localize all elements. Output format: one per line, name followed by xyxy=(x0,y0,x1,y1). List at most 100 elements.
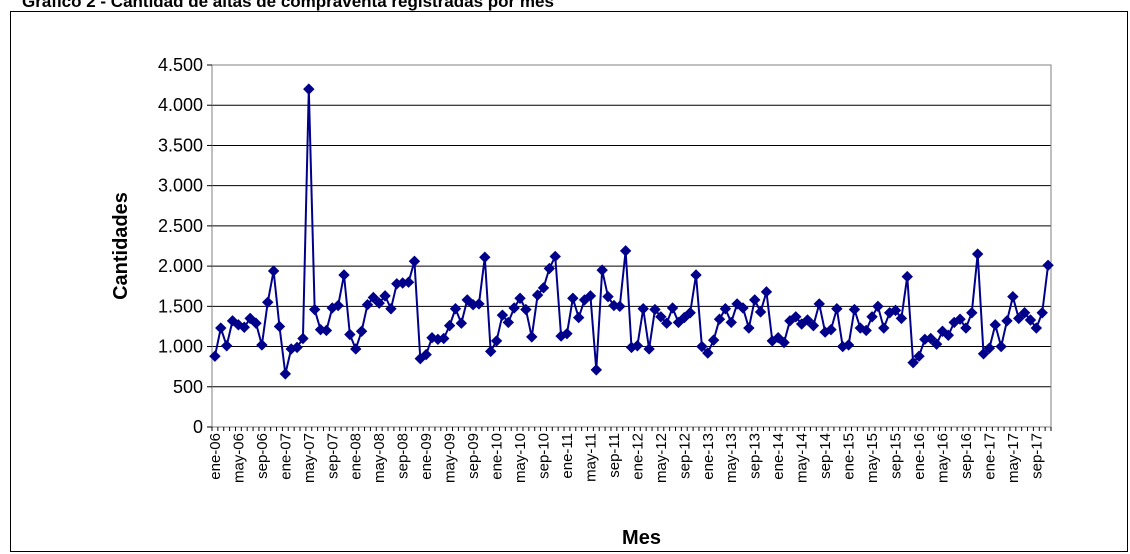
y-tick-label: 4.500 xyxy=(158,55,203,75)
data-point xyxy=(913,350,925,362)
x-tick-label: may-10 xyxy=(512,433,529,483)
data-point xyxy=(537,282,550,294)
data-point xyxy=(760,286,773,298)
data-point xyxy=(1024,314,1037,326)
data-point xyxy=(649,303,661,316)
data-point xyxy=(696,340,708,353)
x-tick-label: sep-16 xyxy=(958,433,975,479)
data-point xyxy=(895,312,908,325)
data-point xyxy=(960,322,972,334)
y-tick-label: 1.500 xyxy=(158,296,203,316)
x-axis-ticks: ene-06 may-06 sep-06 ene-07 may-07 sep-07 ene-… xyxy=(207,427,1052,483)
data-point xyxy=(778,336,790,349)
data-point xyxy=(925,332,937,345)
data-point xyxy=(508,302,520,314)
x-axis-title: Mes xyxy=(622,527,661,549)
data-point xyxy=(643,343,655,355)
data-point xyxy=(543,262,556,275)
data-point xyxy=(449,303,462,315)
x-tick-label: sep-10 xyxy=(535,433,552,479)
data-point xyxy=(660,317,673,329)
line-chart: 0 500 1.000 1.500 2.000 2.500 3.000 3.500 4.000 4… xyxy=(110,55,1054,549)
data-point xyxy=(619,245,632,257)
data-point xyxy=(367,291,380,304)
data-point xyxy=(596,264,608,276)
data-point xyxy=(1013,312,1025,325)
x-tick-label: ene-12 xyxy=(629,433,646,480)
x-tick-label: may-12 xyxy=(653,433,670,483)
x-tick-label: ene-16 xyxy=(911,433,928,480)
data-point xyxy=(737,302,749,314)
data-point xyxy=(526,331,538,343)
x-tick-label: sep-11 xyxy=(606,433,623,478)
data-point xyxy=(484,345,497,358)
data-point xyxy=(725,316,737,329)
data-point xyxy=(1001,315,1013,327)
data-point xyxy=(209,350,221,362)
data-point xyxy=(291,341,303,354)
data-point xyxy=(901,270,913,283)
data-point xyxy=(942,329,955,342)
x-tick-label: ene-14 xyxy=(770,433,787,480)
data-point xyxy=(971,248,984,260)
x-tick-label: may-06 xyxy=(230,433,247,483)
x-tick-label: may-16 xyxy=(934,433,951,483)
data-point xyxy=(1018,307,1031,319)
data-point xyxy=(250,317,262,329)
data-point xyxy=(1007,290,1019,303)
data-point xyxy=(637,303,649,315)
data-point xyxy=(860,324,872,337)
data-point xyxy=(825,323,837,336)
data-point xyxy=(220,340,233,352)
data-point xyxy=(831,303,843,315)
data-point xyxy=(930,338,943,350)
x-tick-label: ene-07 xyxy=(277,433,294,480)
data-point xyxy=(966,307,978,319)
y-tick-label: 500 xyxy=(173,377,203,397)
data-point xyxy=(666,302,679,314)
data-point xyxy=(531,289,544,301)
data-point xyxy=(602,290,614,303)
data-point xyxy=(273,320,286,333)
x-tick-label: may-08 xyxy=(371,433,388,483)
data-point xyxy=(308,303,321,316)
data-point xyxy=(1030,322,1043,334)
data-point xyxy=(332,299,344,312)
data-point xyxy=(514,292,526,304)
series-line xyxy=(213,88,1050,375)
data-point xyxy=(279,368,292,380)
data-point xyxy=(443,319,456,332)
series-layer xyxy=(209,83,1054,380)
data-point xyxy=(1042,259,1054,272)
data-point xyxy=(584,290,597,302)
data-point xyxy=(707,334,720,346)
x-tick-label: sep-08 xyxy=(395,433,412,479)
data-point xyxy=(379,290,391,302)
x-tick-label: ene-10 xyxy=(489,433,506,480)
x-tick-label: sep-12 xyxy=(676,433,693,479)
x-tick-label: ene-15 xyxy=(841,433,858,480)
data-point xyxy=(983,342,996,354)
data-point xyxy=(743,322,755,334)
data-point xyxy=(490,335,503,347)
y-tick-label: 0 xyxy=(193,417,203,437)
data-point xyxy=(790,311,802,323)
y-tick-label: 1.000 xyxy=(158,337,203,357)
data-point xyxy=(350,343,362,355)
x-tick-label: ene-11 xyxy=(559,433,576,479)
y-axis-ticks: 0 500 1.000 1.500 2.000 2.500 3.000 3.500 4.000 4… xyxy=(158,55,212,437)
data-point xyxy=(801,314,814,326)
data-point xyxy=(496,309,509,321)
data-point xyxy=(320,324,333,337)
data-point xyxy=(438,332,450,345)
x-tick-label: may-07 xyxy=(301,433,318,483)
data-point xyxy=(614,300,626,313)
plot-area xyxy=(211,64,1052,428)
x-tick-label: sep-07 xyxy=(324,433,341,479)
data-point xyxy=(907,356,919,369)
x-tick-label: may-14 xyxy=(794,433,811,483)
x-tick-label: may-17 xyxy=(1005,433,1022,483)
data-point xyxy=(590,364,603,376)
data-point xyxy=(713,313,726,325)
x-tick-label: ene-08 xyxy=(348,433,365,480)
